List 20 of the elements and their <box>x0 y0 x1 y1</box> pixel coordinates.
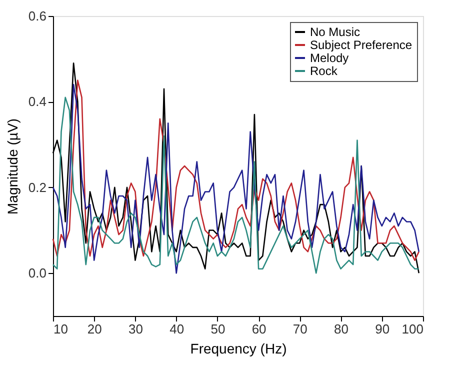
x-tick-label: 100 <box>402 322 424 336</box>
x-tick-label: 90 <box>375 322 390 336</box>
x-axis-title: Frequency (Hz) <box>190 340 287 356</box>
x-tick-label: 40 <box>170 322 184 336</box>
y-tick-label: 0.0 <box>28 266 46 281</box>
x-tick-label: 50 <box>210 322 226 336</box>
legend-label: Melody <box>310 51 349 65</box>
x-tick-label: 10 <box>54 322 68 336</box>
x-tick-label: 30 <box>128 322 143 336</box>
legend-label: Rock <box>310 64 338 78</box>
y-tick-label: 0.6 <box>28 8 46 24</box>
x-tick-label: 80 <box>334 322 349 336</box>
x-tick-label: 60 <box>252 322 266 336</box>
legend-label: Subject Preference <box>310 38 412 52</box>
x-tick-label: 20 <box>87 322 102 336</box>
y-tick-label: 0.4 <box>28 94 46 110</box>
y-axis-title: Magnitude (µV) <box>4 118 20 214</box>
x-tick-label: 70 <box>292 322 308 336</box>
y-tick-label: 0.2 <box>28 180 46 195</box>
legend-label: No Music <box>310 25 360 39</box>
